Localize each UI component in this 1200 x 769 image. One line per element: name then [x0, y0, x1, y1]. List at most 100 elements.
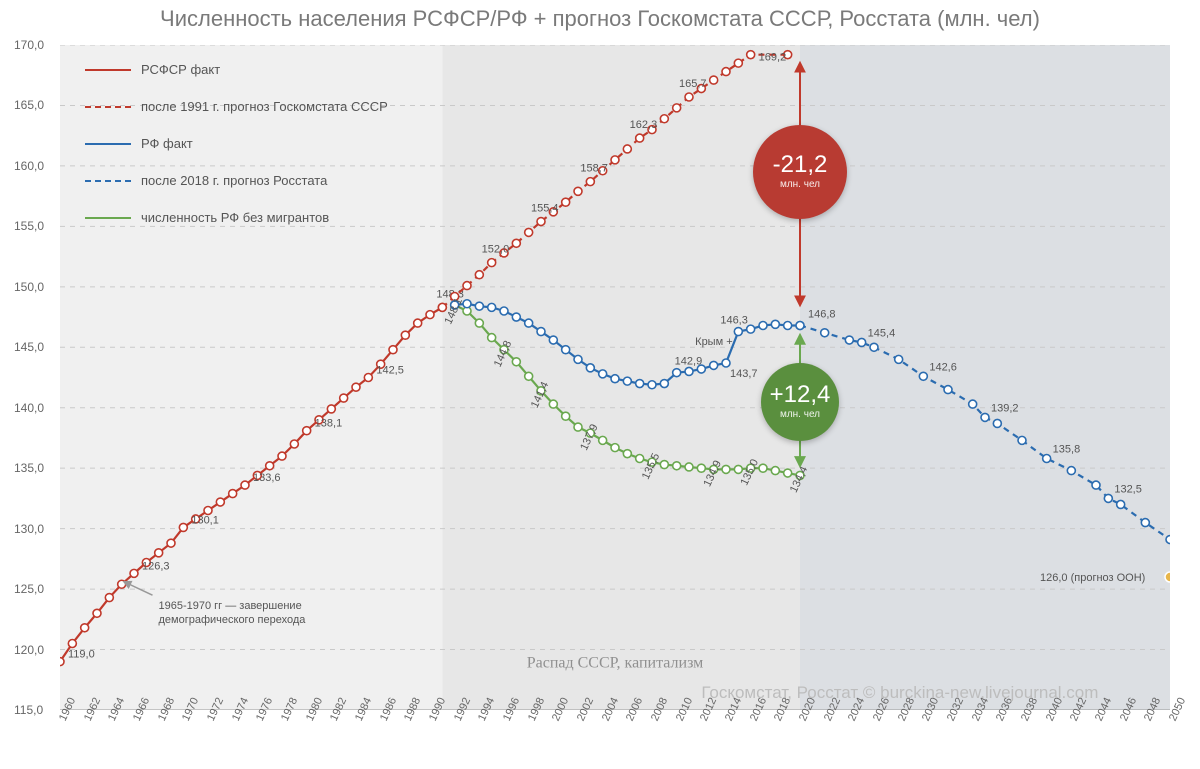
rsfsr-forecast-marker — [623, 145, 631, 153]
rsfsr-fact-marker — [229, 490, 237, 498]
rf-forecast-marker — [845, 336, 853, 344]
y-tick-label: 170,0 — [14, 38, 44, 52]
rsfsr-fact-value-label: 142,5 — [376, 365, 404, 377]
y-tick-label: 125,0 — [14, 582, 44, 596]
legend-swatch — [85, 217, 131, 219]
rf-no-migrants-marker — [562, 412, 570, 420]
un-forecast-label: 126,0 (прогноз ООН) — [1040, 572, 1145, 584]
rsfsr-fact-marker — [216, 498, 224, 506]
rf-forecast-marker — [1043, 455, 1051, 463]
rf-forecast-marker — [919, 372, 927, 380]
rsfsr-forecast-marker — [488, 259, 496, 267]
legend-swatch — [85, 106, 131, 108]
rsfsr-fact-value-label: 133,6 — [253, 472, 281, 484]
rsfsr-forecast-marker — [636, 134, 644, 142]
legend-item: после 2018 г. прогноз Росстата — [85, 173, 388, 188]
badge-green: +12,4млн. чел — [761, 363, 839, 441]
rsfsr-fact-marker — [130, 569, 138, 577]
rf-forecast-marker — [993, 419, 1001, 427]
rf-forecast-marker — [796, 322, 804, 330]
rsfsr-fact-marker — [167, 539, 175, 547]
rsfsr-forecast-marker — [525, 228, 533, 236]
rsfsr-fact-marker — [68, 640, 76, 648]
y-tick-label: 120,0 — [14, 643, 44, 657]
rsfsr-fact-marker — [155, 549, 163, 557]
y-tick-label: 155,0 — [14, 219, 44, 233]
rf-fact-marker — [599, 370, 607, 378]
rf-fact-marker — [549, 336, 557, 344]
badge-red-value: -21,2 — [773, 153, 828, 177]
rf-no-migrants-marker — [771, 467, 779, 475]
rsfsr-fact-marker — [352, 383, 360, 391]
rf-forecast-marker — [821, 329, 829, 337]
rf-no-migrants-marker — [697, 464, 705, 472]
rsfsr-forecast-value-label: 158,7 — [580, 163, 608, 175]
rsfsr-forecast-value-label: 169,2 — [759, 52, 787, 64]
rf-forecast-marker — [1067, 467, 1075, 475]
rf-fact-marker — [771, 320, 779, 328]
rsfsr-fact-value-label: 119,0 — [68, 649, 95, 661]
legend-item: РФ факт — [85, 136, 388, 151]
y-tick-label: 140,0 — [14, 401, 44, 415]
rf-forecast-marker — [981, 413, 989, 421]
rf-fact-marker — [710, 361, 718, 369]
rf-no-migrants-marker — [722, 465, 730, 473]
rf-forecast-value-label: 135,8 — [1053, 444, 1081, 456]
rsfsr-forecast-marker — [611, 156, 619, 164]
legend-item: РСФСР факт — [85, 62, 388, 77]
rf-fact-marker — [574, 355, 582, 363]
rf-fact-marker — [586, 364, 594, 372]
rf-fact-marker — [660, 380, 668, 388]
y-tick-label: 160,0 — [14, 159, 44, 173]
rf-forecast-marker — [1141, 519, 1149, 527]
rsfsr-forecast-value-label: 162,3 — [630, 119, 658, 131]
rf-no-migrants-marker — [475, 319, 483, 327]
y-tick-label: 115,0 — [14, 703, 43, 717]
rf-forecast-marker — [1018, 436, 1026, 444]
rsfsr-forecast-marker — [475, 271, 483, 279]
rf-forecast-marker — [895, 355, 903, 363]
rsfsr-forecast-marker — [463, 282, 471, 290]
rf-no-migrants-marker — [549, 400, 557, 408]
rf-forecast-marker — [944, 386, 952, 394]
rsfsr-fact-marker — [60, 658, 64, 666]
rf-forecast-value-label: 132,5 — [1114, 483, 1142, 495]
rf-fact-marker — [648, 381, 656, 389]
legend-label: РФ факт — [141, 136, 193, 151]
rf-fact-marker — [636, 380, 644, 388]
rf-no-migrants-marker — [685, 463, 693, 471]
rsfsr-fact-marker — [105, 594, 113, 602]
rf-forecast-marker — [969, 400, 977, 408]
rsfsr-forecast-value-label: 155,4 — [531, 203, 559, 215]
population-chart: Численность населения РСФСР/РФ + прогноз… — [0, 0, 1200, 769]
transition-note: 1965-1970 гг — завершение — [159, 600, 302, 612]
x-tick-label: 2050 — [1167, 696, 1188, 723]
rf-no-migrants-marker — [784, 469, 792, 477]
transition-note: демографического перехода — [159, 614, 307, 626]
rf-fact-marker — [525, 319, 533, 327]
rf-no-migrants-marker — [488, 334, 496, 342]
rsfsr-fact-marker — [364, 374, 372, 382]
rf-fact-marker — [784, 322, 792, 330]
rsfsr-forecast-marker — [747, 51, 755, 59]
y-tick-label: 165,0 — [14, 98, 44, 112]
y-tick-label: 150,0 — [14, 280, 44, 294]
un-forecast-point — [1165, 572, 1170, 582]
rsfsr-forecast-marker — [685, 93, 693, 101]
period-label: Распад СССР, капитализм — [527, 655, 704, 672]
rsfsr-fact-marker — [290, 440, 298, 448]
rsfsr-forecast-marker — [710, 76, 718, 84]
rsfsr-forecast-marker — [673, 104, 681, 112]
rf-no-migrants-marker — [512, 358, 520, 366]
rsfsr-fact-value-label: 138,1 — [315, 418, 343, 430]
rf-fact-marker — [623, 377, 631, 385]
rf-fact-marker — [759, 322, 767, 330]
rf-fact-marker — [562, 346, 570, 354]
rf-no-migrants-marker — [574, 423, 582, 431]
rf-no-migrants-marker — [759, 464, 767, 472]
y-tick-label: 130,0 — [14, 522, 44, 536]
rsfsr-forecast-marker — [722, 68, 730, 76]
rf-fact-marker — [512, 313, 520, 321]
legend-label: РСФСР факт — [141, 62, 220, 77]
rf-no-migrants-marker — [660, 461, 668, 469]
